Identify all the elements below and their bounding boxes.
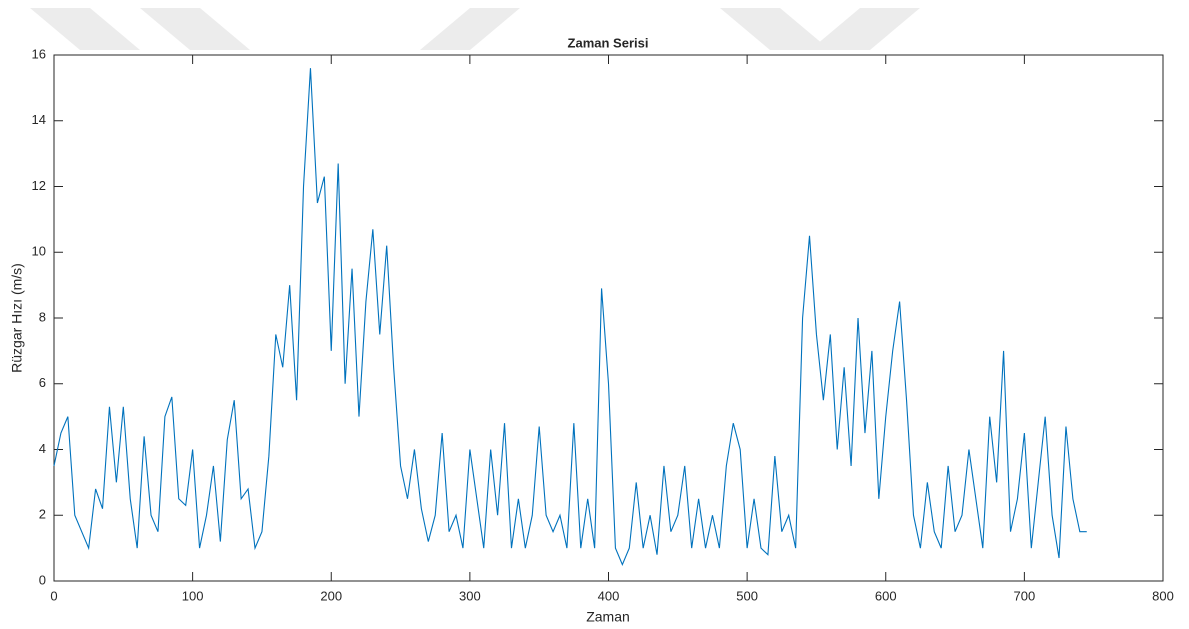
x-axis-label: Zaman (586, 609, 630, 625)
y-tick-label: 12 (32, 178, 46, 193)
x-tick-label: 800 (1152, 588, 1174, 603)
x-tick-label: 200 (320, 588, 342, 603)
chart-title: Zaman Serisi (568, 35, 649, 50)
plot-area (53, 54, 1164, 582)
x-tick-label: 500 (736, 588, 758, 603)
y-tick-label: 14 (32, 112, 46, 127)
y-tick-label: 4 (39, 441, 46, 456)
y-tick-label: 8 (39, 309, 46, 324)
x-tick-label: 0 (50, 588, 57, 603)
x-tick-label: 400 (598, 588, 620, 603)
y-tick-label: 10 (32, 244, 46, 259)
x-tick-label: 100 (182, 588, 204, 603)
y-tick-label: 2 (39, 507, 46, 522)
y-axis-label: Rüzgar Hızı (m/s) (9, 263, 25, 373)
x-tick-label: 600 (875, 588, 897, 603)
watermark (30, 8, 920, 50)
y-tick-label: 16 (32, 46, 46, 61)
y-tick-label: 6 (39, 375, 46, 390)
data-line (53, 68, 1087, 566)
x-tick-label: 700 (1014, 588, 1036, 603)
x-tick-label: 300 (459, 588, 481, 603)
y-tick-label: 0 (39, 572, 46, 587)
